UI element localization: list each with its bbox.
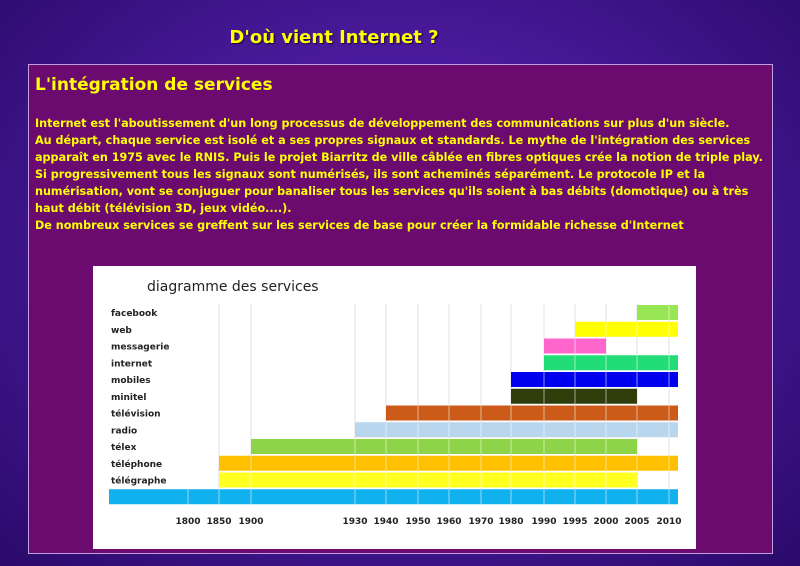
category-label: télégraphe <box>111 476 167 487</box>
tick-label: 1850 <box>206 517 231 527</box>
tick-label: 1930 <box>342 517 367 527</box>
bar-minitel <box>511 388 637 404</box>
content-panel: L'intégration de services Internet est l… <box>28 64 773 554</box>
tick-label: 1800 <box>175 517 200 527</box>
category-label: téléphone <box>111 459 162 470</box>
tick-label: 1960 <box>436 517 461 527</box>
services-chart-svg: diagramme des services facebook web message… <box>109 279 682 527</box>
category-label: minitel <box>111 393 146 403</box>
tick-label: 1970 <box>468 517 493 527</box>
bar-base <box>109 489 678 505</box>
category-label: télex <box>111 442 137 453</box>
bar-web <box>575 321 678 337</box>
bar-télévision <box>386 405 678 421</box>
category-label: radio <box>111 426 137 436</box>
category-label: facebook <box>111 309 158 319</box>
tick-label: 1900 <box>238 517 263 527</box>
paragraph-3: De nombreux services se greffent sur les… <box>35 219 684 232</box>
page-title: D'où vient Internet ? <box>229 27 439 48</box>
chart-title: diagramme des services <box>147 279 319 295</box>
tick-label: 1940 <box>373 517 398 527</box>
paragraph-2: Au départ, chaque service est isolé et a… <box>35 134 763 215</box>
tick-label: 2010 <box>656 517 681 527</box>
section-title: L'intégration de services <box>35 75 273 95</box>
bar-radio <box>355 422 678 438</box>
tick-label: 1995 <box>562 517 587 527</box>
tick-label: 1950 <box>405 517 430 527</box>
services-chart: diagramme des services facebook web message… <box>93 266 696 549</box>
tick-label: 2000 <box>593 517 618 527</box>
bar-mobiles <box>511 372 678 387</box>
category-label: web <box>111 326 132 336</box>
paragraph-1: Internet est l'aboutissement d'un long p… <box>35 117 730 130</box>
intro-text: Internet est l'aboutissement d'un long p… <box>35 115 770 234</box>
category-label: mobiles <box>111 376 151 386</box>
tick-label: 1990 <box>531 517 556 527</box>
bar-télex <box>251 439 637 454</box>
category-label: télévision <box>111 409 161 420</box>
tick-label: 1980 <box>498 517 523 527</box>
bar-télégraphe <box>219 472 637 488</box>
category-label: messagerie <box>111 343 169 353</box>
bar-internet <box>544 355 678 371</box>
category-label: internet <box>111 359 153 369</box>
tick-label: 2005 <box>624 517 649 527</box>
bar-facebook <box>637 305 678 320</box>
